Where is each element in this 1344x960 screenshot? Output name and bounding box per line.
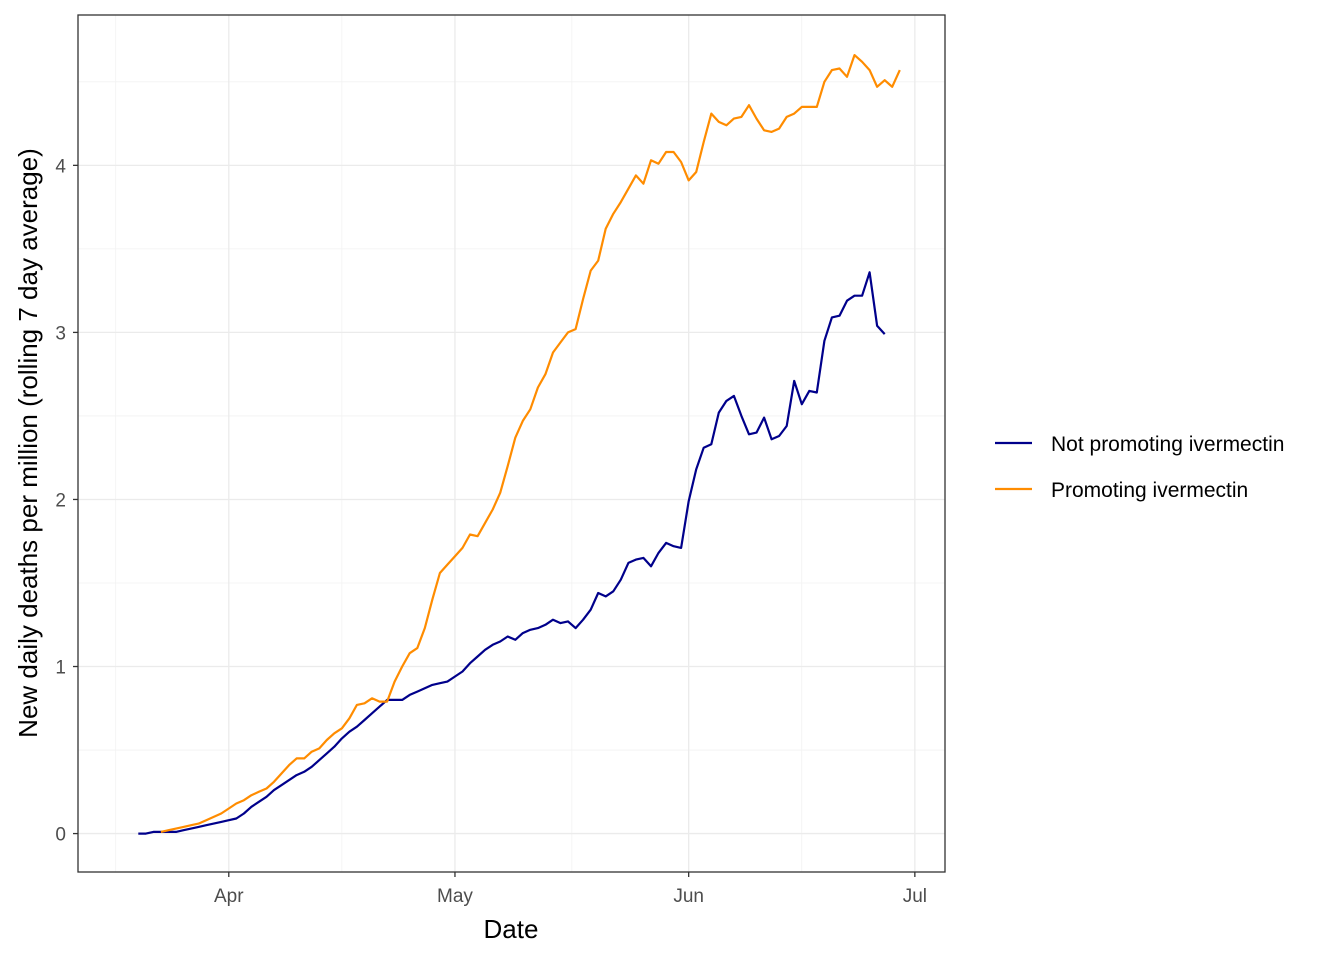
major-gridlines — [78, 15, 945, 872]
y-tick-label: 2 — [55, 490, 66, 511]
x-tick-label: May — [437, 886, 473, 907]
y-tick-label: 0 — [55, 825, 66, 846]
x-axis-ticks: Apr May Jun Jul — [214, 872, 927, 907]
y-axis-title: New daily deaths per million (rolling 7 … — [13, 148, 43, 738]
x-axis-title: Date — [484, 914, 539, 944]
series-line-1 — [138, 271, 886, 835]
legend-label-2: Promoting ivermectin — [1051, 479, 1248, 502]
x-tick-label: Jul — [903, 886, 927, 907]
plot-panel-background — [78, 15, 945, 872]
legend-label-1: Not promoting ivermectin — [1051, 433, 1284, 456]
x-tick-label: Jun — [673, 886, 704, 907]
y-tick-label: 3 — [55, 323, 66, 344]
y-axis-ticks: 0 1 2 3 4 — [55, 156, 78, 846]
y-tick-label: 4 — [55, 156, 66, 177]
series-lines — [138, 54, 901, 835]
series-line-2 — [160, 54, 901, 833]
plot-panel-border — [77, 14, 946, 873]
legend: Not promoting ivermectin Promoting iverme… — [995, 433, 1284, 502]
y-tick-label: 1 — [55, 658, 66, 679]
minor-gridlines — [78, 15, 945, 872]
x-tick-label: Apr — [214, 886, 244, 907]
